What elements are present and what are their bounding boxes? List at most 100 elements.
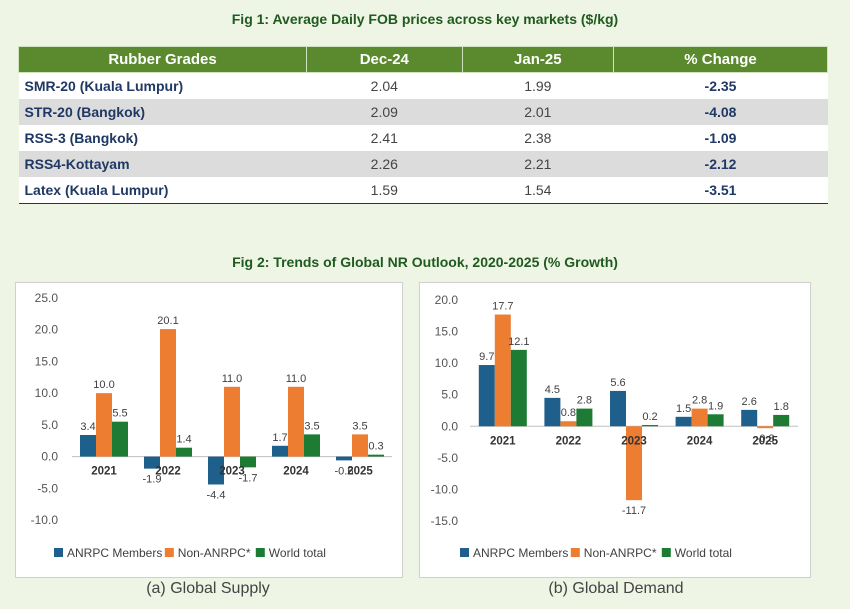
y-tick-label: 10.0 (35, 386, 59, 400)
bar-non-anrpc-2022 (160, 329, 176, 457)
bar-world-total-2021 (510, 349, 527, 427)
data-label: -0.6 (335, 465, 354, 477)
bar-non-anrpc-2021 (494, 314, 511, 427)
y-tick-label: -5.0 (37, 481, 58, 495)
dec-price-cell: 1.59 (306, 177, 463, 204)
category-label: 2024 (687, 435, 713, 447)
data-label: 3.5 (352, 420, 367, 432)
y-tick-label: -10.0 (31, 513, 59, 527)
header-pct-change: % Change (613, 46, 828, 73)
legend-label: World total (269, 546, 326, 560)
y-tick-label: -10.0 (431, 482, 459, 496)
data-label: 0.2 (642, 411, 657, 423)
jan-price-cell: 1.99 (462, 72, 614, 99)
legend-label: World total (675, 546, 732, 560)
pct-change-cell: -3.51 (613, 177, 828, 204)
data-label: -11.7 (622, 505, 646, 517)
table-row: STR-20 (Bangkok) 2.09 2.01 -4.08 (18, 99, 828, 125)
data-label: -4.4 (207, 489, 226, 501)
bar-world-total-2023 (642, 425, 658, 427)
bar-world-total-2021 (112, 421, 128, 457)
category-label: 2025 (347, 466, 373, 478)
bar-non-anrpc-2021 (96, 393, 112, 457)
data-label: 3.5 (304, 420, 319, 432)
y-tick-label: 20.0 (435, 293, 459, 307)
table-header-row: Rubber Grades Dec-24 Jan-25 % Change (18, 46, 828, 73)
header-jan-25: Jan-25 (461, 46, 615, 73)
data-label: 12.1 (508, 336, 529, 348)
data-label: 5.5 (112, 408, 127, 420)
pct-change-cell: -2.12 (613, 151, 828, 177)
data-label: 1.5 (676, 403, 691, 415)
data-label: 2.8 (692, 395, 707, 407)
data-label: 1.4 (176, 434, 191, 446)
jan-price-cell: 2.21 (462, 151, 614, 177)
bar-world-total-2025 (773, 414, 790, 427)
bar-world-total-2024 (304, 434, 320, 457)
grade-cell: RSS-3 (Bangkok) (18, 125, 307, 151)
data-label: 17.7 (492, 301, 513, 313)
data-label: 1.9 (708, 400, 723, 412)
bar-anrpc-members-2021 (80, 435, 96, 457)
bar-non-anrpc-2022 (560, 421, 577, 427)
global-demand-chart: -15.0 -10.0 -5.0 0.0 5.0 10.0 15.0 20.0 9.7 17.7 1… (431, 293, 798, 560)
bar-anrpc-members-2023 (208, 456, 224, 485)
y-tick-label: 20.0 (35, 323, 59, 337)
legend-label: ANRPC Members (473, 546, 568, 560)
category-label: 2021 (490, 435, 516, 447)
data-label: 1.7 (272, 432, 287, 444)
bar-anrpc-members-2024 (675, 416, 692, 427)
bar-non-anrpc-2023 (224, 386, 240, 457)
category-label: 2025 (752, 435, 778, 447)
jan-price-cell: 1.54 (462, 177, 614, 204)
grade-cell: SMR-20 (Kuala Lumpur) (18, 72, 307, 99)
jan-price-cell: 2.38 (462, 125, 614, 151)
bar-world-total-2022 (576, 408, 593, 427)
bar-anrpc-members-2023 (610, 390, 626, 427)
bar-anrpc-members-2022 (544, 397, 561, 427)
category-label: 2023 (219, 466, 245, 478)
y-tick-label: 15.0 (435, 325, 459, 339)
legend-swatch (164, 548, 174, 557)
legend-swatch (570, 548, 580, 557)
data-label: -1.9 (143, 474, 162, 486)
fig1-title: Fig 1: Average Daily FOB prices across k… (231, 11, 619, 27)
table-row: RSS4-Kottayam 2.26 2.21 -2.12 (18, 151, 828, 177)
bar-world-total-2025 (368, 454, 384, 457)
global-demand-chart-panel: -15.0 -10.0 -5.0 0.0 5.0 10.0 15.0 20.0 9.7 17.7 1… (419, 282, 811, 578)
legend-label: ANRPC Members (67, 546, 162, 560)
data-label: 11.0 (286, 373, 307, 385)
dec-price-cell: 2.41 (306, 125, 463, 151)
data-label: 0.3 (368, 441, 383, 453)
table-row: RSS-3 (Bangkok) 2.41 2.38 -1.09 (18, 125, 828, 151)
table-row: Latex (Kuala Lumpur) 1.59 1.54 -3.51 (18, 177, 828, 204)
dec-price-cell: 2.04 (306, 72, 463, 99)
bar-anrpc-members-2022 (144, 456, 160, 469)
legend-swatch (661, 548, 671, 557)
legend-swatch (460, 548, 469, 557)
category-label: 2023 (621, 435, 647, 447)
category-label: 2024 (283, 466, 309, 478)
data-label: 3.4 (80, 421, 95, 433)
pct-change-cell: -2.35 (613, 72, 828, 99)
global-supply-caption: (a) Global Supply (146, 580, 270, 597)
bar-non-anrpc-2023 (626, 426, 642, 501)
data-label: 2.6 (742, 396, 757, 408)
data-label: -1.7 (239, 472, 258, 484)
grade-cell: Latex (Kuala Lumpur) (18, 177, 307, 204)
category-label: 2022 (556, 435, 582, 447)
data-label: 0.8 (561, 407, 576, 419)
fob-price-table: Rubber Grades Dec-24 Jan-25 % Change SMR… (18, 46, 828, 204)
y-tick-label: 0.0 (441, 419, 458, 433)
bar-anrpc-members-2024 (272, 445, 288, 457)
header-rubber-grades: Rubber Grades (18, 46, 307, 73)
y-tick-label: 25.0 (35, 291, 59, 305)
header-dec-24: Dec-24 (306, 46, 463, 73)
y-tick-label: 5.0 (441, 388, 458, 402)
data-label: 1.8 (774, 401, 789, 413)
data-label: 2.8 (577, 395, 592, 407)
y-tick-label: 0.0 (41, 450, 58, 464)
bar-non-anrpc-2025 (757, 426, 774, 429)
jan-price-cell: 2.01 (462, 99, 614, 125)
legend-swatch (54, 548, 63, 557)
